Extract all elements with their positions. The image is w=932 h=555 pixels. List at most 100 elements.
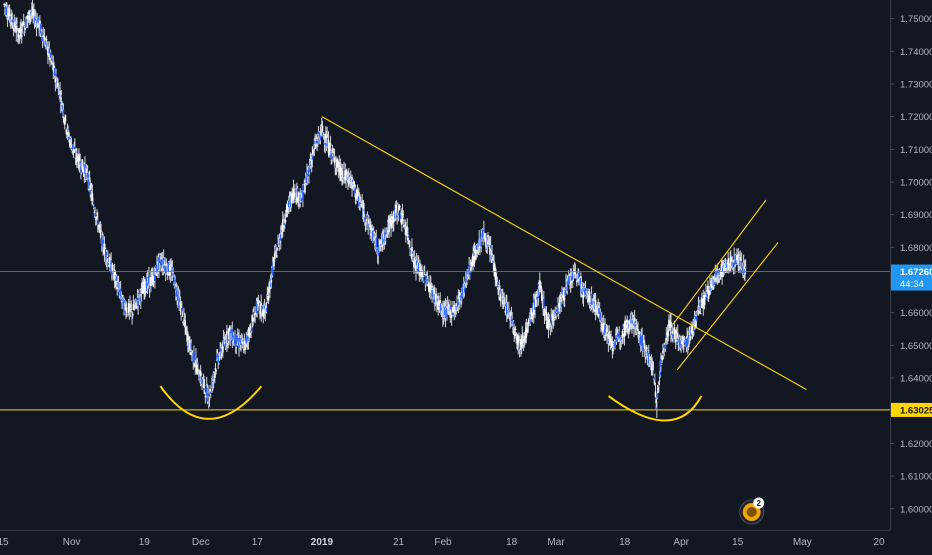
candle-body (508, 308, 510, 310)
candle-body (740, 269, 742, 271)
candle-body (117, 282, 119, 284)
candle-body (343, 169, 345, 178)
candle-body (35, 19, 37, 21)
candle (495, 275, 498, 284)
candle (553, 309, 555, 326)
candle (42, 27, 45, 38)
candle-body (167, 262, 170, 273)
candle (361, 193, 363, 208)
candle (472, 246, 474, 271)
candle (279, 225, 282, 250)
candle-body (139, 289, 141, 294)
candle-body (18, 32, 21, 35)
candle (179, 290, 181, 305)
x-tick-label: Mar (547, 537, 565, 548)
candle-body (571, 272, 574, 281)
x-tick-label: 17 (252, 537, 264, 548)
candle-body (476, 252, 478, 254)
candle-body (689, 335, 692, 340)
candle-body (25, 19, 28, 28)
trend-line-2 (321, 116, 807, 390)
candle-body (514, 329, 517, 331)
candle-body (203, 388, 206, 390)
candle-body (479, 245, 481, 248)
y-tick-label: 1.74000 (900, 47, 932, 58)
candle-body (516, 334, 519, 345)
candle-body (578, 280, 581, 284)
candle-body (207, 403, 210, 405)
candle (164, 264, 167, 281)
candle (41, 36, 44, 49)
candle (28, 17, 31, 25)
candle (631, 312, 634, 329)
candle-body (153, 269, 156, 276)
candle-body (655, 399, 657, 404)
candle-body (664, 343, 667, 349)
candle-body (566, 281, 569, 291)
candle-body (651, 365, 653, 371)
candle-body (687, 338, 690, 345)
candle (655, 396, 657, 410)
candle (614, 339, 616, 350)
candle-body (466, 270, 468, 283)
candle (302, 190, 305, 194)
candle-body (409, 249, 412, 254)
candle (495, 269, 497, 287)
candle (117, 275, 119, 284)
bottom-arc-1 (607, 395, 703, 422)
candle-body (577, 272, 580, 279)
candle-body (489, 245, 492, 249)
candle (125, 301, 128, 318)
candle-body (282, 226, 285, 228)
candle-body (463, 281, 466, 293)
candle-body (218, 357, 221, 359)
candle (672, 332, 674, 343)
candle (209, 385, 211, 396)
y-tick-label: 1.66000 (900, 308, 932, 319)
candle-body (711, 280, 713, 282)
candle-body (645, 351, 647, 357)
candle-body (405, 230, 408, 234)
candle-body (375, 237, 378, 250)
candle-body (469, 266, 472, 268)
candle (477, 242, 479, 254)
candle (642, 334, 645, 352)
y-tick-label: 1.60000 (900, 504, 932, 515)
candle (209, 390, 212, 399)
candle (25, 15, 28, 29)
candle-body (26, 20, 28, 22)
candle-body (413, 261, 415, 268)
candle-body (619, 342, 621, 344)
candle-body (125, 307, 128, 313)
candle-body (314, 140, 316, 145)
candle-body (89, 184, 92, 191)
candle (571, 271, 574, 289)
candle-body (91, 193, 94, 205)
candle-body (273, 259, 275, 267)
candle-body (191, 351, 194, 353)
candle-body (483, 233, 486, 240)
candle (57, 78, 59, 85)
candle-body (409, 247, 411, 250)
candle-body (633, 317, 636, 323)
candle-body (354, 187, 357, 196)
candle-body (378, 243, 380, 253)
candle (621, 329, 624, 345)
candle (638, 331, 641, 338)
candle-body (97, 225, 100, 229)
candle (321, 120, 324, 133)
candle (365, 218, 367, 225)
candle-body (525, 327, 528, 339)
candle-body (276, 248, 279, 251)
candle (144, 277, 146, 300)
event-badge[interactable]: 2 (739, 497, 765, 525)
candle-body (739, 256, 742, 261)
candle-body (248, 330, 251, 338)
candle-body (540, 285, 542, 292)
candle (331, 152, 333, 164)
candle-body (713, 276, 715, 280)
candle-body (509, 311, 511, 321)
candle-body (137, 300, 139, 307)
